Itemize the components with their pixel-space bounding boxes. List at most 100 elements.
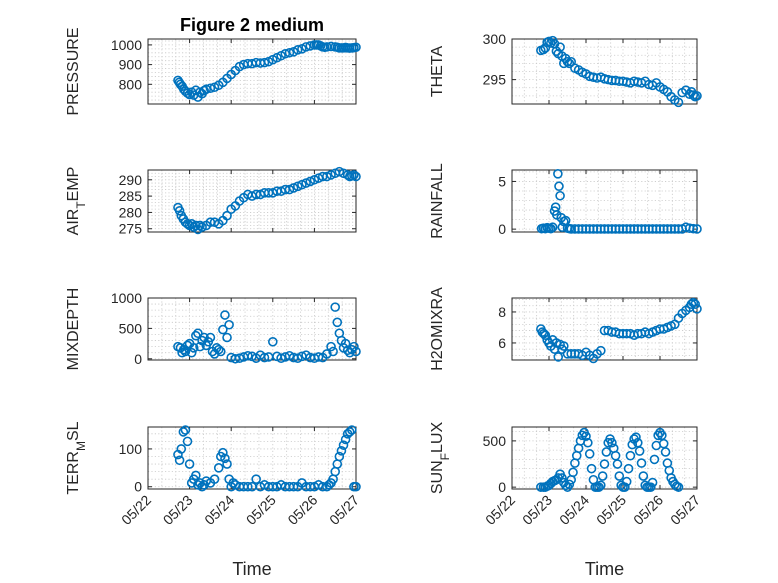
y-axis-label: THETA: [429, 46, 446, 98]
data-point: [692, 91, 702, 101]
data-point: [288, 481, 299, 492]
plot-area-mixdepth: [147, 297, 357, 361]
data-point: [349, 341, 359, 352]
y-tick-label: 280: [119, 204, 143, 220]
data-point: [351, 42, 361, 53]
y-axis-label: SUNFLUX: [429, 422, 452, 495]
data-point: [673, 482, 684, 492]
y-axis-label-part: EMP: [65, 167, 82, 202]
y-tick-label: 8: [498, 304, 506, 320]
x-axis-label: Time: [232, 559, 271, 579]
data-point: [349, 170, 359, 180]
data-point: [292, 45, 303, 55]
data-point: [216, 346, 226, 357]
data-point: [332, 317, 343, 328]
data-point: [647, 477, 658, 488]
data-point: [649, 454, 660, 465]
data-point: [351, 171, 361, 182]
data-point: [224, 319, 234, 330]
data-point: [182, 340, 193, 351]
axes-frame: [511, 297, 698, 361]
data-point: [188, 343, 199, 353]
data-point: [634, 446, 645, 456]
y-tick-label: 500: [119, 320, 143, 336]
y-axis-label-part: THETA: [429, 46, 446, 98]
data-point: [351, 346, 361, 357]
axes-theta: 295 300 THETA: [429, 31, 702, 108]
y-tick-label: 0: [498, 479, 506, 495]
data-point: [284, 47, 295, 58]
y-tick-label: 0: [134, 351, 142, 367]
y-axis-label-part: PRESSURE: [65, 27, 82, 115]
axes-mixdepth: 0 500 1000 MIXDEPTH: [65, 288, 361, 371]
y-tick-label: 300: [483, 31, 507, 47]
data-point: [586, 463, 597, 474]
data-point: [584, 449, 595, 459]
data-point: [184, 459, 195, 469]
data-point: [597, 471, 608, 481]
y-tick-label: 0: [498, 221, 506, 237]
y-axis-label: RAINFALL: [429, 163, 446, 239]
data-point: [673, 97, 684, 108]
data-point: [568, 467, 578, 478]
data-point: [623, 463, 634, 474]
data-point: [195, 341, 205, 352]
data-point: [178, 427, 189, 437]
data-point: [340, 434, 351, 445]
data-point: [599, 459, 610, 469]
y-tick-label: 1000: [111, 37, 142, 53]
data-point: [692, 224, 702, 234]
data-point: [205, 332, 216, 343]
data-point: [213, 344, 224, 355]
y-tick-label: 295: [483, 72, 507, 88]
data-point: [276, 353, 286, 363]
data-point: [636, 458, 647, 468]
data-point: [546, 38, 556, 48]
data-point: [174, 205, 185, 216]
data-point: [220, 310, 230, 320]
data-point: [562, 56, 573, 67]
y-axis-label: TERRMSL: [65, 421, 88, 494]
y-tick-label: 100: [119, 441, 143, 457]
y-axis-label: H2OMIXRA: [429, 287, 446, 371]
data-point: [259, 352, 270, 363]
data-point: [347, 425, 357, 435]
data-point: [313, 352, 324, 362]
plot-area-rainfall: [511, 169, 698, 233]
y-axis-label-part: T: [74, 201, 88, 209]
data-point: [660, 447, 671, 457]
data-point: [234, 353, 245, 363]
data-point: [205, 83, 216, 94]
data-point: [544, 36, 554, 47]
y-tick-label: 6: [498, 335, 506, 351]
data-point: [186, 347, 197, 358]
data-point: [184, 89, 195, 100]
y-axis-label: MIXDEPTH: [65, 288, 82, 371]
data-point: [538, 44, 549, 55]
data-point: [180, 425, 191, 435]
data-point: [209, 474, 220, 484]
data-point: [328, 346, 338, 357]
data-point: [344, 427, 355, 437]
data-point: [251, 474, 261, 484]
data-point: [174, 455, 185, 466]
y-tick-label: 0: [134, 479, 142, 495]
data-point: [612, 459, 623, 469]
data-point: [351, 481, 361, 492]
data-point: [267, 336, 278, 347]
y-axis-label-part: M: [74, 441, 88, 451]
y-tick-label: 285: [119, 188, 143, 204]
data-point: [199, 85, 209, 96]
data-point: [621, 476, 632, 487]
data-point: [564, 479, 575, 490]
data-point: [336, 446, 347, 456]
data-point: [193, 328, 203, 339]
data-point: [690, 299, 700, 310]
data-point: [692, 304, 702, 314]
data-point: [553, 169, 563, 179]
data-point: [581, 431, 591, 442]
data-point: [220, 453, 230, 464]
